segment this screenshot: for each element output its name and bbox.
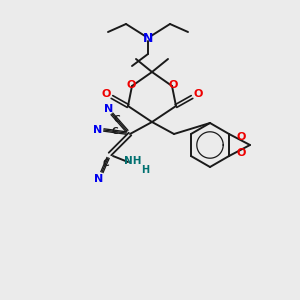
Text: NH: NH [124,156,142,166]
Text: O: O [126,80,136,90]
Text: H: H [141,165,149,175]
Text: C: C [114,116,120,124]
Text: O: O [193,89,203,99]
Text: N: N [94,174,103,184]
Text: O: O [168,80,178,90]
Text: O: O [237,148,246,158]
Text: N: N [104,104,114,114]
Text: C: C [112,127,118,136]
Text: O: O [101,89,111,99]
Text: O: O [237,131,246,142]
Text: C: C [103,160,109,169]
Text: N: N [143,32,153,44]
Text: N: N [93,125,103,135]
